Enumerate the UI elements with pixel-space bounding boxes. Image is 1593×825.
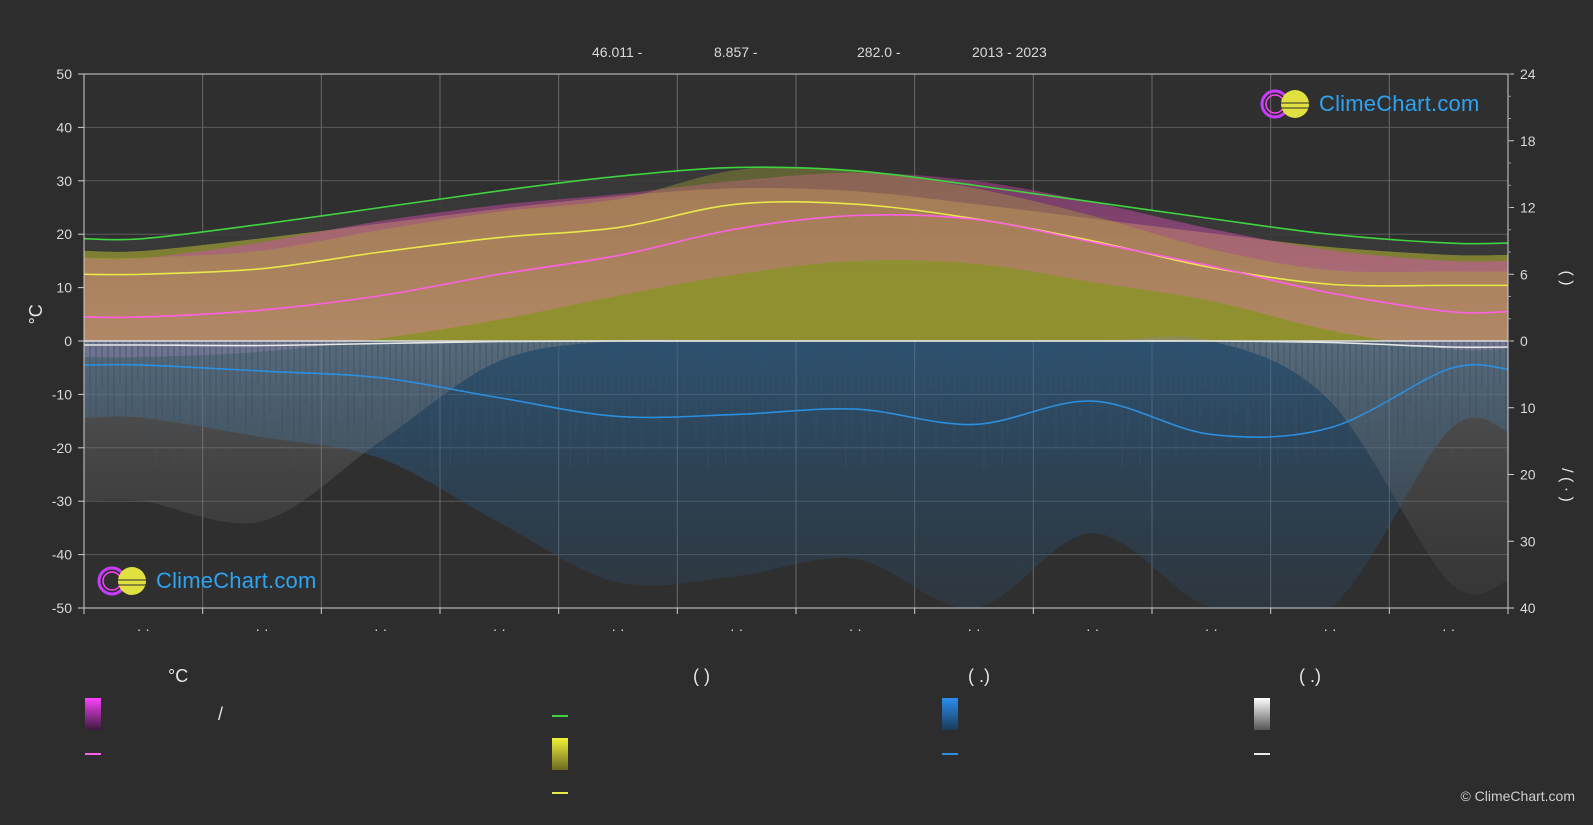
header-latitude: 46.011 - (592, 44, 643, 60)
left-tick-label: -40 (52, 547, 72, 563)
legend-swatch-temp-range (85, 698, 101, 730)
left-tick-label: -50 (52, 600, 72, 616)
month-tick-label: · · (730, 621, 743, 637)
month-tick-label: · · (967, 621, 980, 637)
snow-band (84, 336, 1508, 595)
legend-title-temperature: °C (168, 666, 189, 686)
month-tick-label: · · (611, 621, 624, 637)
legend-slash: / (218, 704, 224, 724)
watermark-text: ClimeChart.com (1319, 91, 1480, 116)
right-tick-label: 10 (1520, 400, 1536, 416)
right-tick-label: 30 (1520, 533, 1536, 549)
legend-title-snow: ( .) (1299, 666, 1321, 686)
watermark-top: ClimeChart.com (1259, 88, 1480, 120)
left-tick-label: -30 (52, 493, 72, 509)
climechart-logo-icon (97, 566, 146, 596)
legend-title-sun: ( ) (693, 666, 710, 686)
right-tick-label: 6 (1520, 266, 1528, 282)
right-axis-label-top: ( ) (1558, 270, 1575, 285)
header-years: 2013 - 2023 (972, 44, 1047, 60)
right-tick-label: 0 (1520, 333, 1528, 349)
watermark-text: ClimeChart.com (156, 568, 317, 593)
legend-title-rain: ( .) (968, 666, 990, 686)
left-axis-label: °C (26, 304, 46, 324)
sunshine-overlay (84, 166, 1508, 341)
month-tick-label: · · (374, 621, 387, 637)
left-tick-label: 20 (56, 226, 72, 242)
left-tick-label: 0 (64, 333, 72, 349)
data-lines (84, 166, 1508, 438)
rain-line (84, 363, 1508, 438)
legend-swatch-sunshine-range (552, 738, 568, 770)
temperature-mean-line (84, 213, 1508, 319)
left-tick-label: -20 (52, 440, 72, 456)
left-tick-label: 30 (56, 173, 72, 189)
watermark-bottom: ClimeChart.com (96, 565, 317, 597)
right-tick-label: 40 (1520, 600, 1536, 616)
right-tick-label: 20 (1520, 467, 1536, 483)
month-tick-label: · · (493, 621, 506, 637)
right-tick-label: 18 (1520, 133, 1536, 149)
month-tick-label: · · (1086, 621, 1099, 637)
daylight-line (84, 166, 1508, 245)
month-tick-label: · · (1323, 621, 1336, 637)
climechart-logo-icon (1260, 89, 1309, 119)
copyright: © ClimeChart.com (1460, 788, 1575, 804)
month-tick-label: · · (137, 621, 150, 637)
sunshine-line (84, 200, 1508, 287)
data-bands (84, 166, 1508, 608)
month-tick-label: · · (255, 621, 268, 637)
left-tick-label: 50 (56, 66, 72, 82)
right-axis-label-bottom: / ( · ) (1558, 468, 1575, 502)
right-tick-label: 12 (1520, 200, 1536, 216)
legend-swatches (85, 698, 1270, 794)
legend-swatch-snow-range (1254, 698, 1270, 730)
month-tick-label: · · (849, 621, 862, 637)
left-tick-label: 40 (56, 119, 72, 135)
month-tick-label: · · (1205, 621, 1218, 637)
right-tick-label: 24 (1520, 66, 1536, 82)
header-elevation: 282.0 - (857, 44, 901, 60)
left-tick-label: -10 (52, 386, 72, 402)
left-tick-label: 10 (56, 280, 72, 296)
header-longitude: 8.857 - (714, 44, 758, 60)
rain-band (84, 340, 1508, 608)
month-tick-label: · · (1442, 621, 1455, 637)
temperature-band (84, 172, 1508, 358)
axes: 50 40 30 20 10 0 -10 -20 -30 -40 -50 °C 24 18 12 6 0 10 20… (26, 66, 1575, 637)
legend-swatch-rain-range (942, 698, 958, 730)
